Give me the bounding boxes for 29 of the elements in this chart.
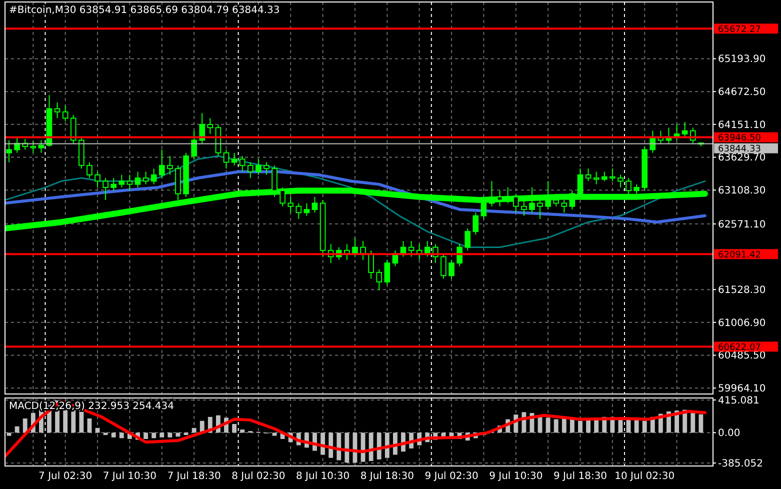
x-tick-label: 9 Jul 10:30 [489, 471, 543, 482]
y-tick-label: 61006.90 [718, 318, 766, 329]
y-tick-label: 63629.70 [718, 152, 766, 164]
y-tick-label: 62571.10 [718, 219, 766, 230]
y-tick-label: 415.081 [718, 395, 760, 406]
y-tick-label: 64672.50 [718, 87, 766, 98]
x-tick-label: 7 Jul 02:30 [38, 471, 92, 482]
x-tick-label: 7 Jul 10:30 [102, 471, 157, 482]
ref-line-label: 63844.33 [718, 144, 761, 154]
ref-line-label: 60622.07 [718, 342, 761, 353]
x-tick-label: 8 Jul 10:30 [296, 471, 350, 482]
y-tick-label: 60485.50 [718, 350, 766, 362]
x-tick-label: 10 Jul 02:30 [614, 471, 675, 482]
x-tick-label: 9 Jul 18:30 [553, 471, 608, 482]
x-tick-label: 8 Jul 02:30 [232, 471, 286, 482]
x-tick-label: 9 Jul 02:30 [424, 471, 478, 482]
x-tick-label: 7 Jul 18:30 [167, 471, 221, 482]
ref-line-label: 65672.27 [718, 24, 761, 35]
y-tick-label: 59964.10 [718, 384, 766, 395]
y-tick-label: -385.052 [718, 458, 763, 470]
ref-line-label: 63946.50 [718, 133, 762, 144]
x-tick-label: 8 Jul 18:30 [360, 471, 414, 482]
y-tick-label: 64151.10 [718, 120, 766, 131]
y-tick-label: 0.00 [718, 428, 740, 440]
y-tick-label: 63108.30 [718, 186, 766, 197]
y-tick-label: 61528.30 [718, 285, 766, 296]
chart-title: #Bitcoin,M30 63854.91 63865.69 63804.79 63844.33 [9, 5, 280, 16]
y-tick-label: 65193.90 [718, 54, 766, 66]
ref-line-label: 62091.42 [718, 250, 761, 260]
